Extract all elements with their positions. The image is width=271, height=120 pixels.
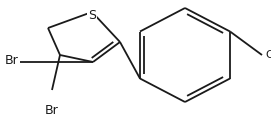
Text: CH₃: CH₃ bbox=[265, 50, 271, 60]
Text: Br: Br bbox=[5, 54, 19, 66]
Text: Br: Br bbox=[45, 104, 59, 117]
Text: S: S bbox=[88, 9, 96, 22]
